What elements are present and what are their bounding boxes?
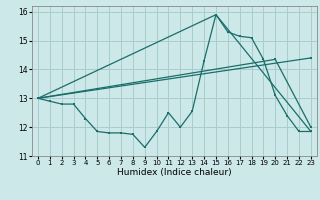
X-axis label: Humidex (Indice chaleur): Humidex (Indice chaleur) bbox=[117, 168, 232, 177]
